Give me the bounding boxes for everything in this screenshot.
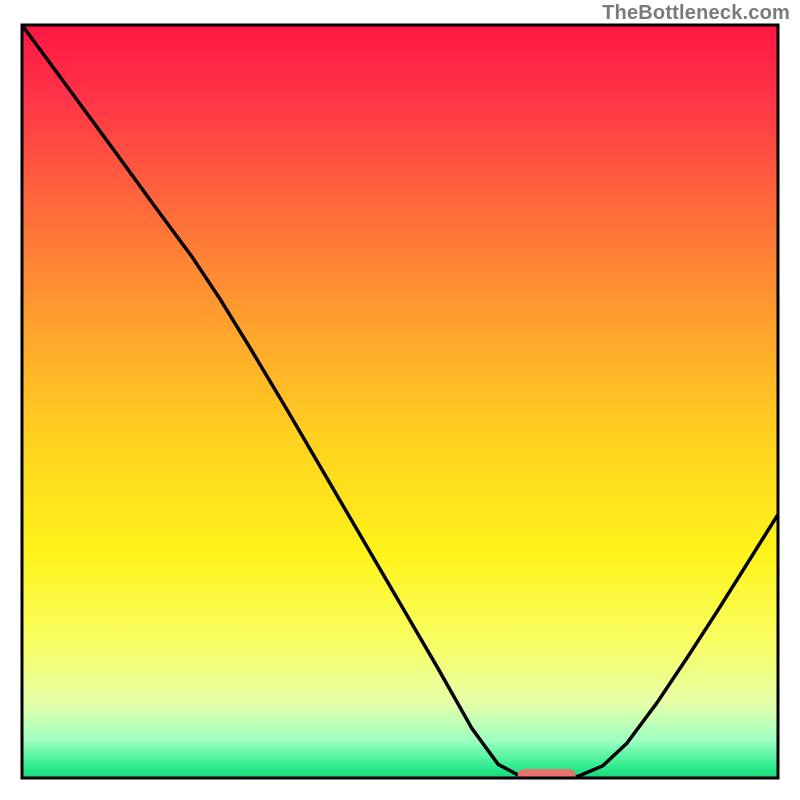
chart-container: TheBottleneck.com bbox=[0, 0, 800, 800]
plot-background bbox=[22, 25, 778, 778]
watermark-text: TheBottleneck.com bbox=[602, 2, 790, 25]
optimal-marker bbox=[518, 769, 576, 783]
bottleneck-chart bbox=[0, 0, 800, 800]
